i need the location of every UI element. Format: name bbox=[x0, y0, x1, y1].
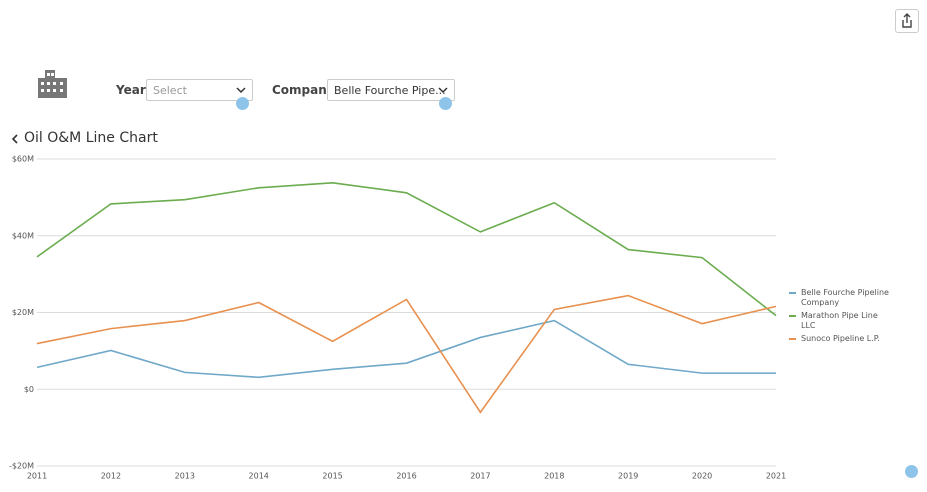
x-tick-label: 2021 bbox=[766, 472, 786, 481]
back-chevron[interactable] bbox=[11, 133, 19, 145]
legend-item: Sunoco Pipeline L.P. bbox=[789, 334, 894, 344]
share-icon bbox=[902, 13, 912, 28]
company-select[interactable]: Belle Fourche Pipe... bbox=[327, 79, 455, 101]
x-tick-label: 2011 bbox=[27, 472, 47, 481]
y-tick-label: $0 bbox=[24, 385, 34, 394]
x-tick-label: 2012 bbox=[101, 472, 121, 481]
filter-label: Year bbox=[116, 83, 146, 97]
x-tick-label: 2020 bbox=[692, 472, 712, 481]
y-tick-label: $60M bbox=[12, 155, 34, 164]
chart-title: Oil O&M Line Chart bbox=[24, 130, 158, 146]
legend: Belle Fourche Pipeline Company Marathon P… bbox=[789, 288, 894, 347]
x-tick-label: 2013 bbox=[175, 472, 195, 481]
x-tick-label: 2019 bbox=[618, 472, 638, 481]
filter-label: Company bbox=[272, 83, 335, 97]
select-value: Select bbox=[153, 84, 187, 97]
y-tick-label: $40M bbox=[12, 231, 34, 240]
series-line bbox=[36, 294, 777, 414]
filter-icon[interactable] bbox=[905, 465, 918, 478]
legend-swatch bbox=[789, 315, 796, 317]
y-tick-label: -$20M bbox=[9, 462, 34, 471]
x-tick-label: 2016 bbox=[396, 472, 416, 481]
x-tick-label: 2017 bbox=[470, 472, 490, 481]
legend-item: Marathon Pipe Line LLC bbox=[789, 311, 894, 331]
legend-swatch bbox=[789, 338, 796, 340]
y-tick-label: $20M bbox=[12, 308, 34, 317]
x-tick-label: 2018 bbox=[544, 472, 564, 481]
legend-label: Marathon Pipe Line LLC bbox=[801, 311, 878, 330]
year-select[interactable]: Select bbox=[146, 79, 253, 101]
chevron bbox=[236, 87, 246, 94]
building-icon bbox=[38, 70, 67, 98]
select-value: Belle Fourche Pipe... bbox=[334, 84, 446, 97]
filter-icon[interactable] bbox=[236, 97, 249, 110]
legend-item: Belle Fourche Pipeline Company bbox=[789, 288, 894, 308]
chevron bbox=[438, 87, 448, 94]
x-tick-label: 2015 bbox=[322, 472, 342, 481]
legend-swatch bbox=[789, 292, 796, 294]
filter-icon[interactable] bbox=[439, 97, 452, 110]
series-line bbox=[36, 181, 777, 317]
series-line bbox=[36, 319, 776, 379]
share-button[interactable] bbox=[895, 9, 919, 33]
legend-label: Belle Fourche Pipeline Company bbox=[801, 288, 889, 307]
x-tick-label: 2014 bbox=[249, 472, 269, 481]
legend-label: Sunoco Pipeline L.P. bbox=[801, 334, 880, 343]
